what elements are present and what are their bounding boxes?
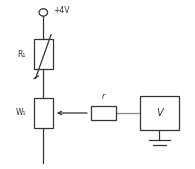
Bar [34, 39, 53, 69]
Bar [140, 96, 179, 130]
Text: V: V [156, 108, 163, 118]
Text: r: r [102, 92, 105, 101]
Bar [91, 106, 116, 120]
Text: W₁: W₁ [15, 108, 26, 117]
Bar [34, 98, 53, 128]
Text: +4V: +4V [53, 6, 69, 15]
Circle shape [39, 9, 48, 16]
Text: R₁: R₁ [18, 50, 26, 59]
